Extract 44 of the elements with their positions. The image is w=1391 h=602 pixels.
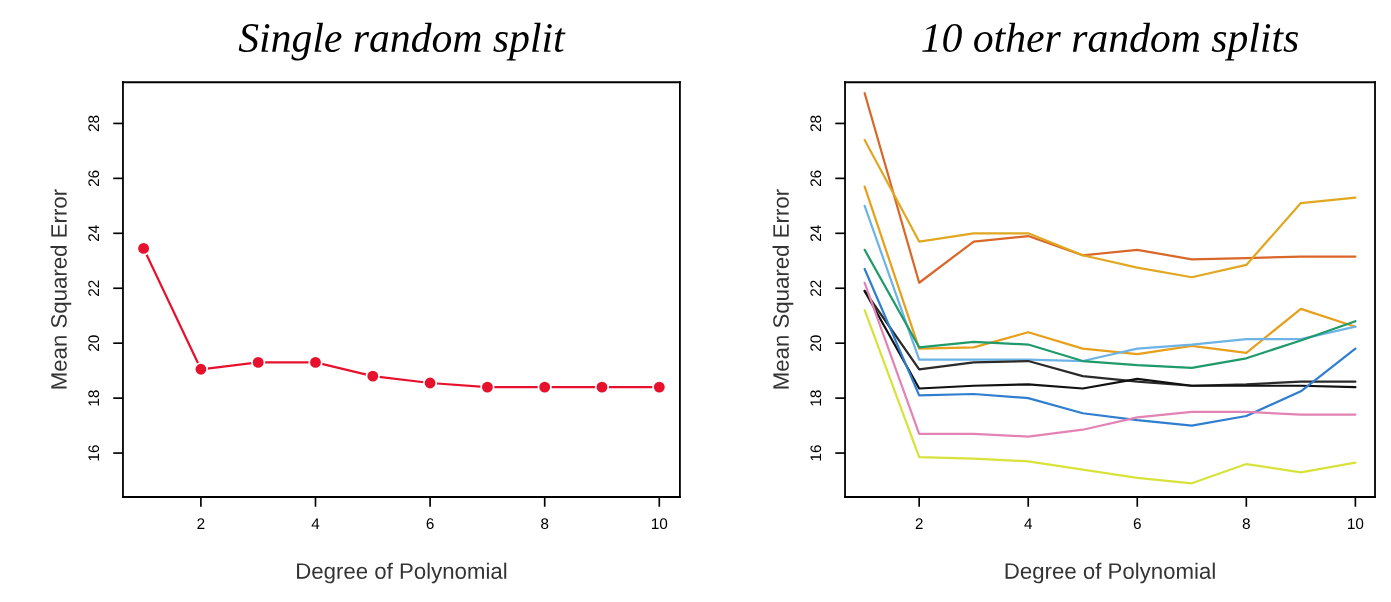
x-tick-label: 2 — [197, 518, 205, 529]
line-series — [863, 248, 1357, 370]
point — [251, 355, 266, 370]
point — [480, 380, 495, 395]
point — [423, 375, 438, 391]
y-axis-title: Mean Squared Error — [50, 189, 72, 389]
x-tick-label: 6 — [1133, 518, 1141, 530]
y-tick-label: 24 — [810, 225, 822, 242]
x-tick-label: 10 — [1348, 518, 1364, 530]
x-axis-title: Degree of Polynomial — [297, 562, 507, 584]
point — [308, 355, 323, 370]
line-series — [863, 309, 1357, 485]
y-tick-label: 26 — [810, 170, 822, 187]
y-tick-label: 18 — [810, 390, 822, 406]
y-tick-label: 22 — [810, 280, 822, 296]
x-axis-title: Degree of Polynomial — [1005, 562, 1215, 584]
line-series — [863, 138, 1357, 279]
y-tick-label: 24 — [88, 225, 99, 242]
y-tick-label: 26 — [88, 170, 100, 187]
y-tick-label: 18 — [88, 390, 100, 406]
y-tick-label: 28 — [810, 115, 822, 132]
y-tick-label: 16 — [88, 445, 100, 461]
point — [594, 380, 610, 395]
x-tick-label: 4 — [311, 518, 320, 529]
y-tick-label: 22 — [88, 280, 99, 296]
x-tick-label: 4 — [1024, 518, 1033, 529]
point — [193, 362, 208, 377]
chart-title: 10 other random splits — [922, 22, 1298, 61]
y-tick-label: 20 — [810, 335, 822, 351]
y-tick-label: 28 — [88, 115, 100, 132]
point — [365, 369, 380, 384]
point — [652, 380, 667, 395]
x-tick-label: 8 — [541, 518, 549, 530]
chart-title: Single random split — [238, 22, 566, 61]
y-tick-label: 16 — [810, 445, 822, 461]
y-tick-label: 20 — [88, 335, 100, 351]
y-axis-title: Mean Squared Error — [772, 189, 794, 389]
x-tick-label: 2 — [915, 518, 923, 529]
x-tick-label: 6 — [426, 518, 434, 530]
line-series — [863, 92, 1357, 284]
x-tick-label: 8 — [1242, 518, 1250, 530]
x-tick-label: 10 — [651, 518, 668, 530]
point — [136, 241, 151, 256]
point — [537, 380, 552, 395]
